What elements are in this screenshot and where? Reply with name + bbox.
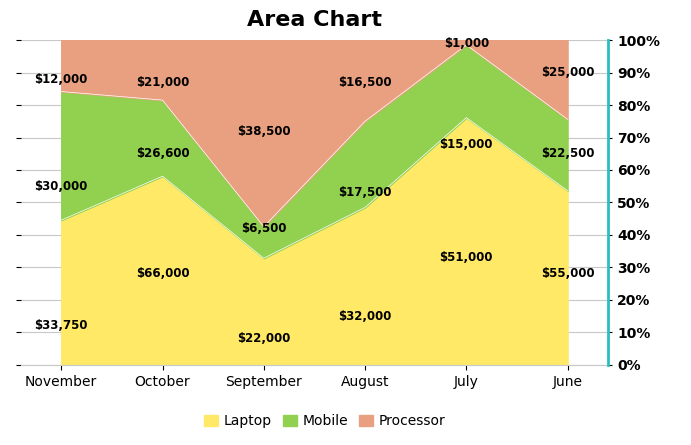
Text: $15,000: $15,000 (439, 138, 493, 150)
Legend: Laptop, Mobile, Processor: Laptop, Mobile, Processor (199, 409, 451, 433)
Text: $26,600: $26,600 (135, 147, 189, 160)
Text: $66,000: $66,000 (135, 267, 189, 280)
Text: $32,000: $32,000 (339, 310, 392, 323)
Text: $55,000: $55,000 (541, 267, 594, 280)
Text: $6,500: $6,500 (241, 222, 287, 235)
Title: Area Chart: Area Chart (247, 10, 382, 30)
Text: $25,000: $25,000 (541, 66, 594, 79)
Text: $30,000: $30,000 (35, 180, 88, 193)
Text: $22,000: $22,000 (237, 332, 290, 345)
Text: $33,750: $33,750 (35, 320, 88, 332)
Text: $38,500: $38,500 (237, 125, 291, 138)
Text: $22,500: $22,500 (541, 147, 594, 160)
Text: $16,500: $16,500 (338, 76, 392, 89)
Text: $21,000: $21,000 (136, 76, 189, 89)
Text: $17,500: $17,500 (339, 186, 392, 199)
Text: $1,000: $1,000 (444, 37, 489, 50)
Text: $12,000: $12,000 (35, 73, 88, 85)
Text: $51,000: $51,000 (439, 251, 493, 264)
